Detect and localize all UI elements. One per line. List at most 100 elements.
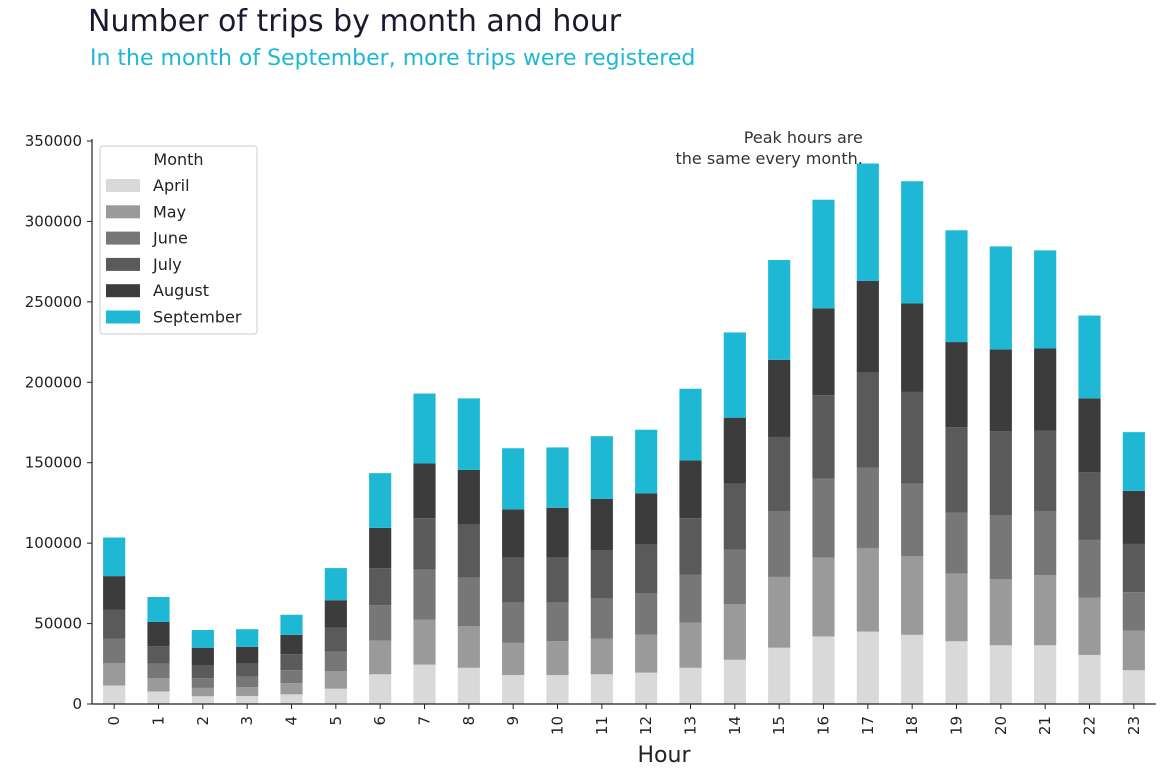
y-tick-label: 200000 (25, 373, 82, 391)
x-tick-label: 17 (859, 716, 877, 735)
bar-september-hour-3 (236, 629, 259, 647)
bar-june-hour-12 (635, 593, 658, 635)
bar-may-hour-11 (590, 638, 613, 675)
bar-september-hour-23 (1122, 432, 1145, 491)
bar-june-hour-9 (502, 602, 525, 643)
legend-swatch-april (106, 179, 140, 192)
bar-july-hour-10 (546, 557, 569, 603)
bar-september-hour-0 (103, 537, 126, 577)
bar-june-hour-22 (1078, 539, 1101, 598)
bar-july-hour-21 (1034, 430, 1057, 511)
bar-august-hour-21 (1034, 348, 1057, 431)
bar-august-hour-15 (768, 359, 791, 437)
bar-may-hour-19 (945, 573, 968, 642)
legend-label-april: April (153, 176, 190, 195)
bar-june-hour-3 (236, 676, 259, 688)
x-tick-label: 23 (1125, 716, 1143, 735)
bar-april-hour-15 (768, 647, 791, 704)
bar-september-hour-2 (191, 630, 214, 648)
bar-august-hour-17 (856, 280, 879, 373)
bar-april-hour-0 (103, 685, 126, 704)
bar-august-hour-20 (989, 349, 1012, 432)
x-tick-label: 20 (992, 716, 1010, 735)
bar-may-hour-16 (812, 557, 835, 637)
bar-june-hour-19 (945, 512, 968, 574)
bar-april-hour-20 (989, 645, 1012, 704)
annotation-text: the same every month. (676, 149, 863, 168)
y-tick-label: 0 (72, 695, 82, 713)
legend-swatch-september (106, 310, 140, 324)
bar-june-hour-8 (457, 577, 480, 626)
bar-april-hour-8 (457, 667, 480, 704)
x-tick-label: 14 (726, 716, 744, 735)
bar-may-hour-22 (1078, 597, 1101, 655)
legend-swatch-june (106, 231, 140, 245)
bar-june-hour-4 (280, 670, 303, 684)
chart-subtitle: In the month of September, more trips we… (90, 46, 696, 71)
bar-may-hour-20 (989, 579, 1012, 646)
bar-july-hour-13 (679, 518, 702, 575)
bar-august-hour-22 (1078, 398, 1101, 473)
y-tick-label: 250000 (25, 293, 82, 311)
bar-september-hour-13 (679, 388, 702, 461)
bar-april-hour-19 (945, 641, 968, 704)
bar-may-hour-4 (280, 683, 303, 695)
bar-september-hour-6 (369, 473, 392, 528)
bar-july-hour-11 (590, 550, 613, 599)
bar-august-hour-0 (103, 576, 126, 610)
bar-april-hour-21 (1034, 645, 1057, 704)
bar-september-hour-7 (413, 393, 436, 464)
legend-label-august: August (153, 281, 209, 300)
bar-june-hour-2 (191, 678, 214, 688)
bar-april-hour-3 (236, 695, 259, 704)
bar-may-hour-18 (901, 556, 924, 635)
bar-august-hour-23 (1122, 490, 1145, 544)
x-tick-label: 4 (283, 716, 301, 726)
x-tick-label: 7 (416, 716, 434, 726)
bar-april-hour-23 (1122, 670, 1145, 704)
x-tick-label: 19 (948, 716, 966, 735)
bar-september-hour-10 (546, 447, 569, 508)
bar-april-hour-18 (901, 634, 924, 704)
bar-september-hour-12 (635, 429, 658, 494)
bar-august-hour-10 (546, 507, 569, 558)
bar-may-hour-14 (723, 604, 746, 660)
bar-july-hour-9 (502, 557, 525, 603)
bar-september-hour-17 (856, 163, 879, 281)
bar-july-hour-19 (945, 427, 968, 513)
bar-may-hour-0 (103, 662, 126, 686)
bar-may-hour-1 (147, 678, 170, 692)
x-tick-label: 13 (682, 716, 700, 735)
bar-july-hour-12 (635, 544, 658, 594)
bar-june-hour-23 (1122, 592, 1145, 631)
x-tick-label: 21 (1036, 716, 1054, 735)
chart-title: Number of trips by month and hour (88, 4, 622, 39)
annotation-text: Peak hours are (744, 128, 863, 147)
y-tick-label: 50000 (34, 615, 82, 633)
bar-august-hour-8 (457, 469, 480, 525)
bar-june-hour-20 (989, 514, 1012, 580)
x-axis-label: Hour (638, 743, 692, 768)
legend-swatch-august (106, 284, 140, 298)
x-tick-label: 2 (194, 716, 212, 726)
bar-august-hour-2 (191, 647, 214, 666)
x-tick-label: 12 (637, 716, 655, 735)
bar-september-hour-16 (812, 199, 835, 309)
x-tick-label: 0 (105, 716, 123, 726)
bar-may-hour-5 (324, 671, 347, 689)
bar-august-hour-16 (812, 308, 835, 396)
bar-july-hour-16 (812, 395, 835, 479)
bar-april-hour-4 (280, 694, 303, 704)
bar-june-hour-14 (723, 549, 746, 605)
bar-june-hour-21 (1034, 510, 1057, 576)
bar-august-hour-7 (413, 463, 436, 519)
legend-label-may: May (153, 202, 186, 221)
bar-september-hour-20 (989, 246, 1012, 350)
bar-april-hour-6 (369, 674, 392, 704)
x-tick-label: 10 (549, 716, 567, 735)
bar-august-hour-9 (502, 509, 525, 558)
bar-april-hour-5 (324, 688, 347, 704)
bar-june-hour-15 (768, 510, 791, 577)
y-tick-label: 350000 (25, 132, 82, 150)
x-tick-label: 8 (460, 716, 478, 726)
